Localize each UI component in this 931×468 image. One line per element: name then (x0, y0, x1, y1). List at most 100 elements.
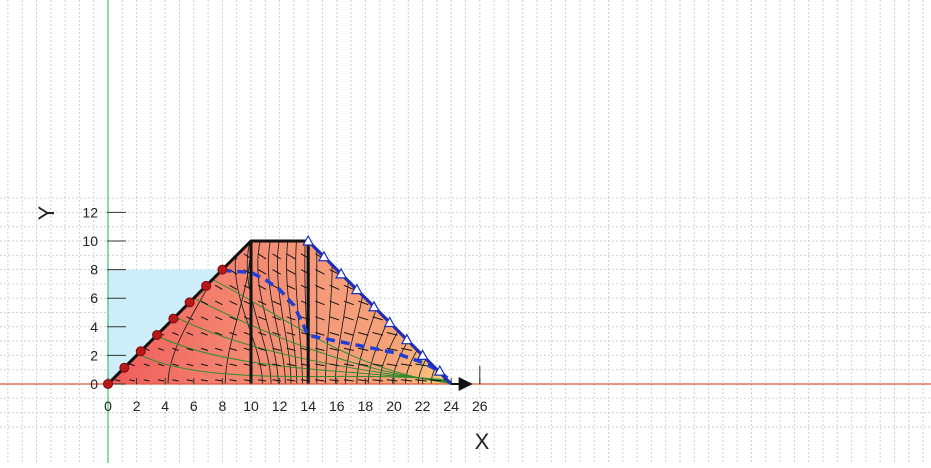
velocity-vector (186, 253, 194, 260)
boundary-overlay (103, 234, 481, 391)
x-tick-label: 14 (300, 398, 316, 414)
velocity-vector (157, 379, 165, 382)
velocity-vector (443, 300, 452, 306)
velocity-vector (200, 363, 208, 367)
velocity-vector (358, 347, 369, 351)
y-tick-label: 2 (90, 347, 98, 363)
velocity-vector (343, 300, 354, 306)
velocity-vector (372, 316, 383, 321)
velocity-vector (272, 363, 281, 367)
velocity-vector (415, 316, 427, 321)
seepage-face-node (433, 364, 446, 376)
velocity-vector (415, 363, 427, 367)
velocity-vector (415, 379, 427, 382)
velocity-vector (329, 300, 340, 306)
flow-path (137, 353, 452, 381)
head-boundary-node (168, 313, 179, 324)
velocity-vector (157, 363, 165, 367)
velocity-vector (214, 253, 223, 260)
x-tick-label: 2 (133, 398, 141, 414)
velocity-vector (286, 363, 296, 367)
x-tick-label: 20 (386, 398, 402, 414)
x-tick-label: 18 (358, 398, 374, 414)
velocity-vector (186, 379, 194, 382)
velocity-vector (215, 316, 223, 321)
velocity-vector (315, 379, 325, 382)
equipotential-line (417, 241, 452, 384)
velocity-vector (315, 269, 325, 275)
velocity-vector (215, 363, 223, 367)
velocity-vector (315, 300, 325, 306)
velocity-vector (143, 253, 150, 260)
velocity-vector (129, 363, 136, 367)
seepage-face-node (317, 250, 330, 262)
velocity-vector (229, 347, 238, 351)
velocity-vector (401, 363, 413, 367)
velocity-vector (400, 284, 413, 290)
velocity-vector (229, 379, 238, 382)
velocity-vector (401, 316, 413, 321)
y-tick-label: 0 (90, 376, 98, 392)
equipotential-line (267, 241, 286, 384)
velocity-vector (114, 253, 121, 260)
velocity-vector (343, 347, 354, 351)
seepage-face-node (416, 349, 429, 360)
y-tick-label: 4 (90, 319, 98, 335)
x-tick-label: 24 (443, 398, 459, 414)
velocity-vector (172, 347, 179, 351)
x-axis-label: X (475, 429, 490, 454)
seepage-face-node (367, 300, 380, 312)
velocity-vector (200, 332, 208, 336)
velocity-vector (443, 253, 452, 260)
head-boundary-node (103, 379, 113, 389)
velocity-vector (415, 300, 427, 306)
velocity-vector (329, 316, 340, 321)
velocity-vector (429, 300, 442, 306)
velocity-vector (429, 316, 442, 321)
velocity-vector (200, 253, 209, 260)
velocity-vector (429, 347, 442, 351)
velocity-vector (186, 332, 194, 336)
y-axis-label: Y (34, 205, 59, 220)
velocity-vector (343, 316, 354, 321)
velocity-vector (229, 332, 238, 336)
velocity-vector (257, 269, 267, 275)
equipotential-line (257, 241, 279, 384)
velocity-vector (229, 300, 238, 306)
velocity-vector (315, 284, 325, 290)
velocity-vector (429, 284, 442, 290)
velocity-vector (401, 347, 413, 351)
velocity-vector (315, 316, 325, 321)
velocity-vector (329, 253, 340, 260)
head-boundary-node (119, 362, 130, 373)
velocity-vector (257, 332, 267, 336)
velocity-vector (157, 253, 165, 260)
velocity-vector (172, 379, 179, 382)
velocity-vector (372, 332, 383, 336)
y-tick-label: 10 (82, 233, 98, 249)
velocity-vector (229, 316, 238, 321)
dam-head-contour-fill (108, 241, 452, 384)
seepage-face-node (400, 333, 413, 345)
x-tick-label: 8 (219, 398, 227, 414)
velocity-vector (257, 284, 267, 290)
velocity-vector (429, 332, 442, 336)
x-tick-label: 0 (104, 398, 112, 414)
velocity-vector (200, 347, 208, 351)
velocity-vector (343, 379, 354, 382)
velocity-vector (215, 284, 223, 290)
velocity-vector (157, 347, 165, 351)
seepage-face-node (350, 283, 363, 295)
velocity-vector (329, 363, 340, 367)
velocity-vector (315, 332, 325, 336)
velocity-vector (358, 332, 369, 336)
velocity-vector (329, 269, 340, 275)
velocity-vector (286, 316, 296, 321)
velocity-vector (200, 316, 209, 321)
velocity-vector (229, 363, 238, 367)
velocity-vector (186, 347, 194, 351)
velocity-vector (215, 379, 223, 382)
velocity-vector (372, 363, 383, 367)
